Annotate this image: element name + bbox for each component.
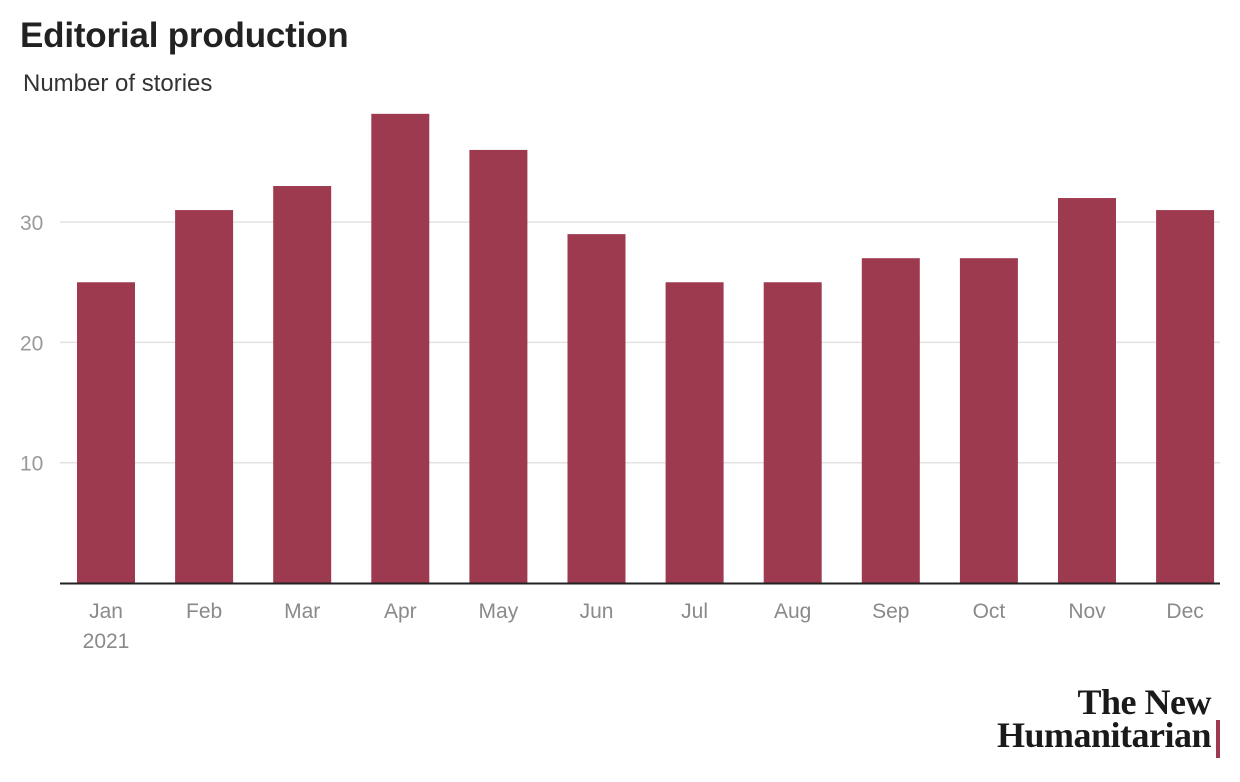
x-tick-label-dec: Dec [1166,600,1203,623]
publisher-logo: The New Humanitarian [996,682,1220,758]
x-tick-labels: Jan 2021 Feb Mar Apr May Jun Jul Aug Sep Oct Nov Dec [83,600,1204,653]
bar-feb [175,210,234,583]
bar-sep [861,258,920,583]
bar-chart: 10 20 30 Jan 2021 Feb Mar Apr May Jun Jul Aug Sep Oc… [20,113,1220,653]
x-tick-label-jul: Jul [681,600,708,623]
y-tick-label-20: 20 [20,332,43,355]
chart-title: Editorial production [20,16,349,55]
x-tick-label-jan: Jan [89,600,123,623]
bar-mar [273,186,332,583]
bar-may [469,149,528,584]
x-tick-label-feb: Feb [186,600,222,623]
x-tick-label-mar: Mar [284,600,320,623]
x-tick-label-nov: Nov [1068,600,1106,623]
logo-accent-bar [1216,720,1220,758]
x-tick-label-aug: Aug [774,600,811,623]
bar-aug [763,282,822,583]
bar-dec [1156,210,1215,583]
x-tick-sublabel-jan: 2021 [83,630,130,653]
y-tick-labels: 10 20 30 [20,212,43,476]
gridlines [60,221,1220,464]
x-tick-label-sep: Sep [872,600,909,623]
bar-jul [665,282,724,583]
chart-subtitle: Number of stories [23,70,213,97]
x-tick-label-jun: Jun [580,600,614,623]
bar-jun [567,234,626,583]
x-tick-label-oct: Oct [973,600,1006,623]
x-tick-label-apr: Apr [384,600,417,623]
x-tick-label-may: May [479,600,519,623]
logo-line-1: The New [1077,682,1212,722]
bar-jan [77,282,135,583]
y-tick-label-10: 10 [20,453,43,476]
bar-oct [959,258,1018,583]
bars [77,113,1215,584]
logo-line-2: Humanitarian [996,715,1212,755]
bar-apr [371,113,430,583]
y-tick-label-30: 30 [20,212,43,235]
bar-nov [1058,198,1116,584]
